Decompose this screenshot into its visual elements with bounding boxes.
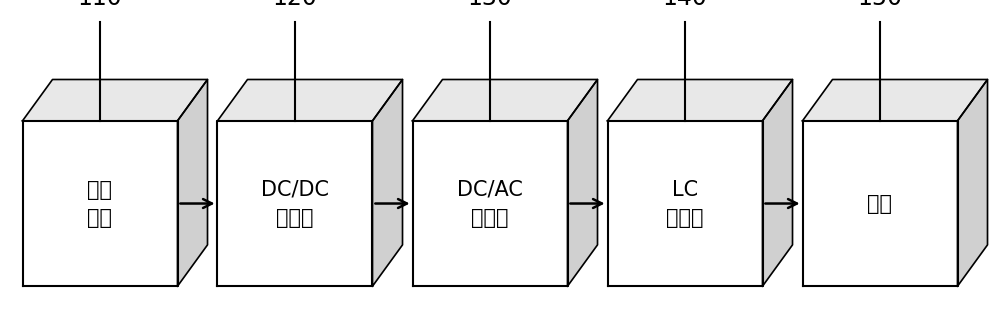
Polygon shape (763, 80, 793, 286)
Text: 130: 130 (468, 0, 512, 10)
Polygon shape (568, 80, 598, 286)
Polygon shape (608, 121, 763, 286)
Text: 140: 140 (663, 0, 707, 10)
Polygon shape (958, 80, 988, 286)
Polygon shape (217, 121, 372, 286)
Text: 120: 120 (273, 0, 317, 10)
Text: DC/DC
转换器: DC/DC 转换器 (261, 180, 329, 227)
Polygon shape (608, 80, 793, 121)
Text: 110: 110 (78, 0, 122, 10)
Polygon shape (413, 80, 598, 121)
Text: 150: 150 (857, 0, 903, 10)
Text: 燃料
电池: 燃料 电池 (88, 180, 112, 227)
Polygon shape (413, 121, 568, 286)
Polygon shape (23, 121, 178, 286)
Polygon shape (178, 80, 208, 286)
Polygon shape (372, 80, 402, 286)
Text: DC/AC
逆变器: DC/AC 逆变器 (457, 180, 523, 227)
Polygon shape (23, 80, 208, 121)
Polygon shape (802, 121, 958, 286)
Text: LC
滤波器: LC 滤波器 (666, 180, 704, 227)
Text: 负载: 负载 (868, 194, 893, 213)
Polygon shape (217, 80, 402, 121)
Polygon shape (802, 80, 988, 121)
